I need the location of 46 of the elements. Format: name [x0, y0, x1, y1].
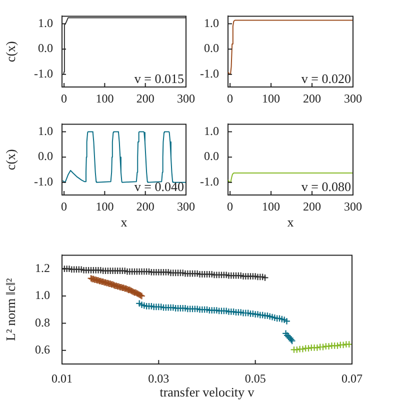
x-tick-label: 0.05 — [244, 371, 266, 386]
x-axis-title: x — [120, 214, 128, 230]
x-tick-label: 100 — [262, 199, 280, 214]
y-tick-label: 0.6 — [35, 342, 50, 357]
annotation: v = 0.040 — [134, 179, 184, 194]
x-tick-label: 200 — [136, 199, 154, 214]
x-tick-label: 0 — [61, 199, 68, 214]
y-tick-label: -1.0 — [34, 66, 53, 81]
x-tick-label: 0 — [227, 91, 234, 106]
y-tick-label: -1.0 — [200, 66, 219, 81]
y-tick-label: 1.0 — [204, 16, 219, 30]
y-axis-title: c(x) — [3, 41, 18, 62]
x-axis-title: transfer velocity v — [160, 384, 255, 400]
x-tick-label: 0.07 — [342, 371, 362, 386]
x-tick-label: 100 — [262, 91, 280, 106]
y-tick-label: 0.8 — [35, 315, 50, 330]
x-tick-label: 100 — [96, 91, 114, 106]
x-tick-label: 300 — [177, 199, 195, 214]
x-tick-label: 200 — [136, 91, 154, 106]
x-tick-label: 200 — [303, 199, 322, 214]
y-axis-title: L² norm ‖c‖² — [3, 278, 18, 341]
x-tick-label: 0 — [61, 91, 68, 106]
x-tick-label: 0 — [227, 199, 234, 214]
y-tick-label: -1.0 — [34, 174, 53, 189]
x-tick-label: 100 — [96, 199, 114, 214]
annotation: v = 0.080 — [301, 179, 351, 194]
annotation: v = 0.015 — [134, 71, 184, 86]
annotation: v = 0.020 — [301, 71, 351, 86]
y-tick-label: -1.0 — [200, 174, 219, 189]
x-tick-label: 300 — [344, 199, 362, 214]
y-tick-label: 1.2 — [35, 260, 50, 275]
y-tick-label: 1.0 — [35, 288, 50, 302]
x-tick-label: 200 — [303, 91, 322, 106]
x-axis-title: x — [287, 214, 294, 230]
x-tick-label: 0.01 — [52, 371, 72, 386]
y-tick-label: 1.0 — [38, 16, 53, 30]
y-tick-label: 0.0 — [38, 41, 53, 56]
y-tick-label: 0.0 — [38, 149, 53, 164]
y-tick-label: 0.0 — [204, 149, 219, 164]
x-tick-label: 300 — [344, 91, 362, 106]
y-tick-label: 0.0 — [204, 41, 219, 56]
x-tick-label: 300 — [177, 91, 195, 106]
y-tick-label: 1.0 — [204, 124, 219, 138]
y-tick-label: 1.0 — [38, 124, 53, 138]
x-tick-label: 0.03 — [148, 371, 170, 386]
y-axis-title: c(x) — [3, 149, 18, 170]
